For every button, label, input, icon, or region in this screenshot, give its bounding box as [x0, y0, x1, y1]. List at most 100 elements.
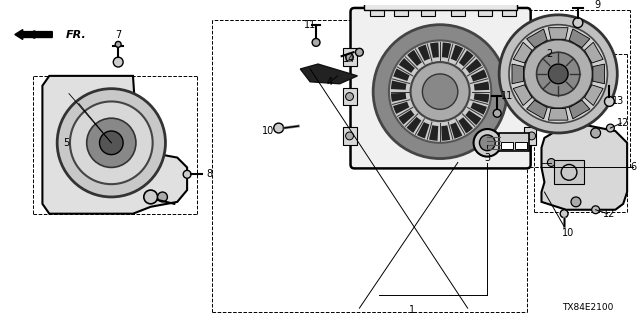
- Text: TX84E2100: TX84E2100: [562, 303, 613, 312]
- Bar: [342, 48, 357, 66]
- Polygon shape: [417, 122, 429, 139]
- Circle shape: [528, 132, 536, 140]
- Polygon shape: [548, 28, 568, 39]
- Circle shape: [591, 128, 600, 138]
- Circle shape: [560, 210, 568, 218]
- Polygon shape: [527, 29, 547, 48]
- Polygon shape: [474, 93, 489, 103]
- Text: 11: 11: [501, 91, 513, 100]
- Polygon shape: [300, 64, 357, 84]
- Bar: [479, 6, 492, 16]
- Polygon shape: [451, 45, 463, 61]
- Text: 4: 4: [327, 77, 333, 87]
- FancyBboxPatch shape: [351, 8, 531, 168]
- Text: 6: 6: [630, 163, 636, 172]
- Circle shape: [373, 25, 507, 159]
- Polygon shape: [42, 76, 187, 214]
- Polygon shape: [430, 43, 439, 58]
- Bar: [524, 88, 536, 105]
- Polygon shape: [513, 42, 532, 63]
- Circle shape: [389, 40, 492, 143]
- Polygon shape: [471, 69, 487, 82]
- Circle shape: [571, 197, 581, 207]
- Circle shape: [548, 64, 568, 84]
- Text: 10: 10: [262, 126, 274, 136]
- Circle shape: [607, 124, 614, 132]
- Polygon shape: [442, 125, 451, 141]
- Circle shape: [274, 123, 284, 133]
- Polygon shape: [391, 81, 406, 90]
- Bar: [501, 142, 513, 149]
- Polygon shape: [458, 117, 473, 133]
- Text: 7: 7: [115, 29, 122, 40]
- Circle shape: [422, 74, 458, 109]
- Text: 12: 12: [604, 209, 616, 219]
- Text: 3: 3: [484, 153, 490, 163]
- Text: FR.: FR.: [66, 29, 87, 40]
- Polygon shape: [541, 125, 627, 210]
- Bar: [515, 142, 527, 149]
- Circle shape: [99, 131, 123, 155]
- Text: 11: 11: [304, 20, 316, 30]
- Polygon shape: [513, 85, 532, 106]
- Polygon shape: [548, 108, 568, 120]
- Bar: [554, 160, 584, 184]
- Circle shape: [57, 89, 166, 197]
- Bar: [502, 6, 516, 16]
- Circle shape: [547, 159, 556, 166]
- Text: 10: 10: [562, 228, 574, 238]
- Circle shape: [115, 41, 121, 47]
- Circle shape: [157, 192, 168, 202]
- Circle shape: [573, 18, 583, 28]
- Circle shape: [499, 15, 618, 133]
- Polygon shape: [450, 122, 463, 139]
- Text: 9: 9: [595, 0, 601, 10]
- Polygon shape: [442, 43, 451, 58]
- Polygon shape: [569, 100, 590, 119]
- Circle shape: [605, 97, 614, 106]
- Circle shape: [86, 118, 136, 167]
- Text: 13: 13: [612, 96, 625, 107]
- Circle shape: [509, 25, 607, 123]
- Polygon shape: [474, 81, 490, 91]
- Polygon shape: [429, 125, 438, 141]
- Bar: [364, 0, 517, 10]
- Circle shape: [355, 48, 364, 56]
- Polygon shape: [394, 68, 410, 81]
- Circle shape: [113, 57, 123, 67]
- Circle shape: [493, 109, 501, 117]
- Circle shape: [528, 92, 536, 100]
- Polygon shape: [418, 44, 430, 61]
- Text: 12: 12: [617, 118, 629, 128]
- Bar: [524, 127, 536, 145]
- Text: 5: 5: [63, 138, 69, 148]
- Polygon shape: [398, 110, 415, 124]
- Circle shape: [528, 53, 536, 61]
- Polygon shape: [569, 29, 590, 48]
- Polygon shape: [399, 58, 415, 73]
- Polygon shape: [393, 102, 410, 114]
- Polygon shape: [512, 64, 524, 84]
- Polygon shape: [459, 50, 474, 67]
- Circle shape: [312, 38, 320, 46]
- Polygon shape: [584, 42, 603, 63]
- FancyArrow shape: [15, 30, 52, 39]
- Bar: [342, 127, 357, 145]
- Polygon shape: [407, 50, 422, 66]
- Polygon shape: [593, 64, 604, 84]
- Text: 2: 2: [546, 49, 552, 59]
- Text: 8: 8: [207, 169, 213, 179]
- Circle shape: [70, 101, 153, 184]
- Circle shape: [479, 135, 495, 151]
- Polygon shape: [466, 59, 482, 73]
- Bar: [342, 88, 357, 105]
- Circle shape: [183, 170, 191, 178]
- Bar: [499, 133, 529, 151]
- Circle shape: [536, 52, 580, 96]
- Polygon shape: [470, 102, 487, 115]
- Bar: [370, 6, 384, 16]
- Circle shape: [346, 132, 353, 140]
- Circle shape: [144, 190, 157, 204]
- Circle shape: [346, 92, 353, 100]
- Polygon shape: [527, 100, 547, 119]
